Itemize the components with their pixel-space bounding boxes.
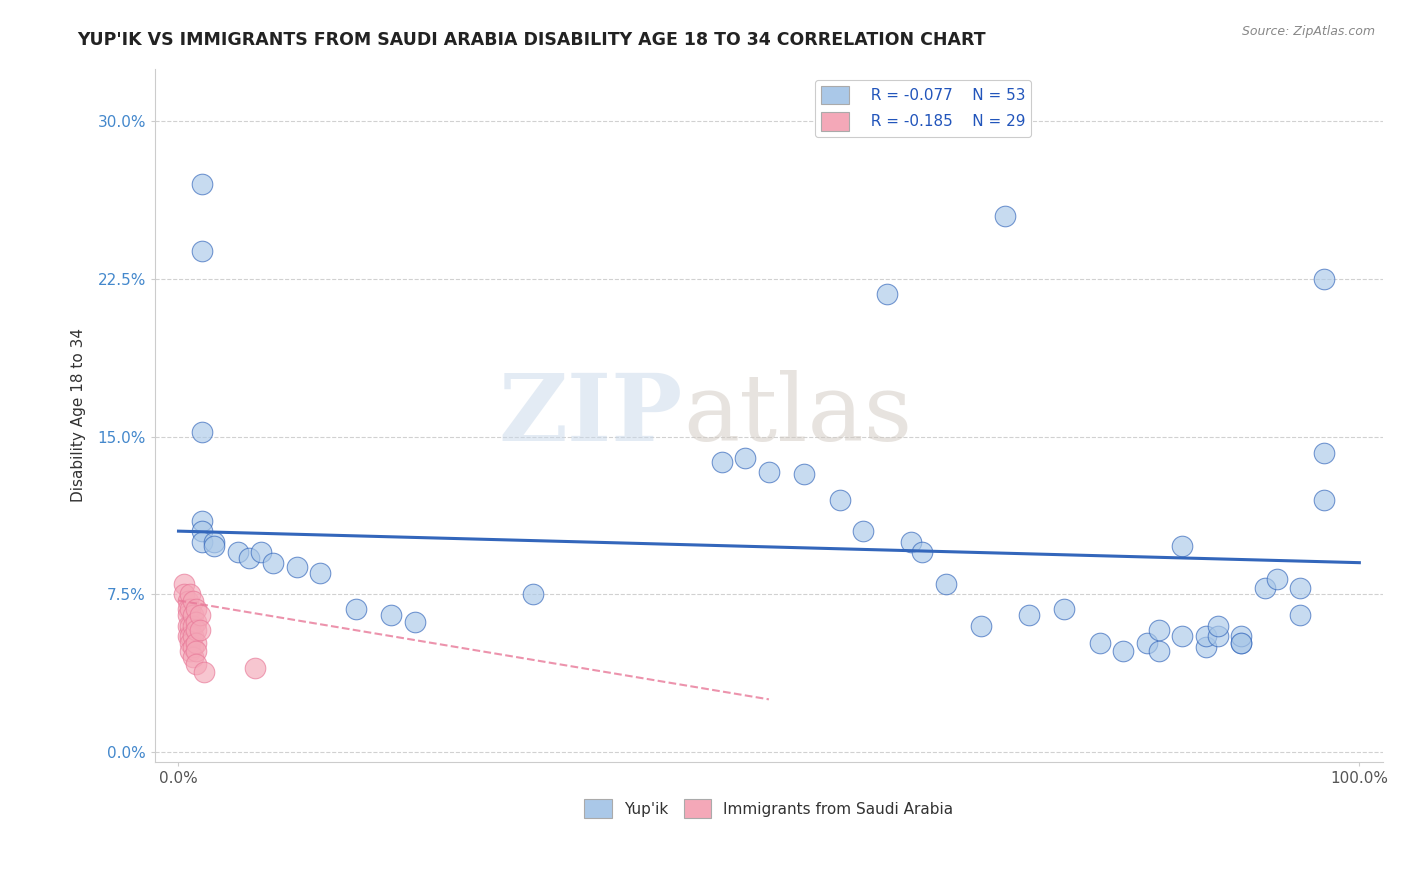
Point (1313, 492, 1336, 507)
Point (1171, 539, 1194, 553)
Point (191, 244, 214, 259)
Point (181, 640, 204, 654)
Point (179, 644, 201, 658)
Point (181, 619, 204, 633)
Point (191, 524, 214, 538)
Point (911, 545, 934, 559)
Point (970, 619, 993, 633)
Point (250, 545, 273, 559)
Point (935, 576, 957, 591)
Point (262, 556, 284, 570)
Legend: Yup'ik, Immigrants from Saudi Arabia: Yup'ik, Immigrants from Saudi Arabia (578, 793, 959, 824)
Point (179, 587, 201, 601)
Point (852, 524, 875, 538)
Point (188, 623, 211, 637)
Point (177, 593, 200, 607)
Point (1313, 272, 1336, 286)
Point (191, 425, 214, 440)
Point (710, 455, 733, 469)
Point (1289, 581, 1312, 595)
Point (344, 602, 367, 616)
Point (380, 608, 402, 623)
Point (1206, 619, 1229, 633)
Point (404, 615, 426, 629)
Text: atlas: atlas (683, 370, 912, 460)
Point (202, 539, 225, 553)
Point (186, 623, 208, 637)
Point (876, 286, 898, 301)
Point (173, 576, 195, 591)
Point (1018, 608, 1040, 623)
Point (900, 534, 922, 549)
Point (191, 514, 214, 528)
Point (1112, 644, 1135, 658)
Point (245, 661, 267, 675)
Point (188, 608, 211, 623)
Point (1195, 640, 1218, 654)
Point (191, 534, 214, 549)
Point (1136, 635, 1159, 649)
Point (1147, 623, 1170, 637)
Point (1171, 629, 1194, 643)
Point (828, 492, 851, 507)
Y-axis label: Disability Age 18 to 34: Disability Age 18 to 34 (72, 328, 86, 502)
Point (1254, 581, 1277, 595)
Point (177, 629, 200, 643)
Point (181, 608, 204, 623)
Point (177, 608, 200, 623)
Point (1088, 635, 1111, 649)
Point (734, 450, 756, 465)
Point (186, 657, 208, 671)
Point (1265, 573, 1288, 587)
Point (1206, 629, 1229, 643)
Point (1313, 446, 1336, 460)
Point (181, 629, 204, 643)
Point (1147, 644, 1170, 658)
Point (179, 635, 201, 649)
Text: Source: ZipAtlas.com: Source: ZipAtlas.com (1241, 25, 1375, 38)
Point (758, 465, 780, 479)
Point (1289, 608, 1312, 623)
Point (179, 629, 201, 643)
Point (179, 602, 201, 616)
Point (173, 587, 195, 601)
Point (186, 615, 208, 629)
Point (191, 177, 214, 191)
Point (285, 560, 308, 574)
Point (1230, 629, 1253, 643)
Point (994, 209, 1017, 223)
Point (793, 467, 815, 482)
Point (181, 650, 204, 665)
Point (179, 619, 201, 633)
Point (177, 619, 200, 633)
Point (202, 534, 225, 549)
Point (1195, 629, 1218, 643)
Point (177, 602, 200, 616)
Point (186, 644, 208, 658)
Point (186, 602, 208, 616)
Text: YUP'IK VS IMMIGRANTS FROM SAUDI ARABIA DISABILITY AGE 18 TO 34 CORRELATION CHART: YUP'IK VS IMMIGRANTS FROM SAUDI ARABIA D… (77, 31, 986, 49)
Point (522, 587, 544, 601)
Point (309, 566, 332, 581)
Point (1053, 602, 1076, 616)
Point (181, 593, 204, 607)
Text: ZIP: ZIP (499, 370, 683, 460)
Point (193, 665, 215, 679)
Point (238, 551, 260, 566)
Point (1230, 635, 1253, 649)
Point (226, 545, 249, 559)
Point (186, 635, 208, 649)
Point (1230, 635, 1253, 649)
